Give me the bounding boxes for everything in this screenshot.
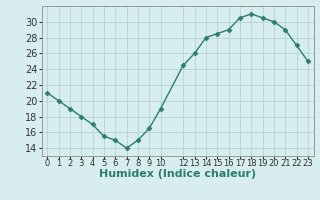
X-axis label: Humidex (Indice chaleur): Humidex (Indice chaleur) bbox=[99, 169, 256, 179]
